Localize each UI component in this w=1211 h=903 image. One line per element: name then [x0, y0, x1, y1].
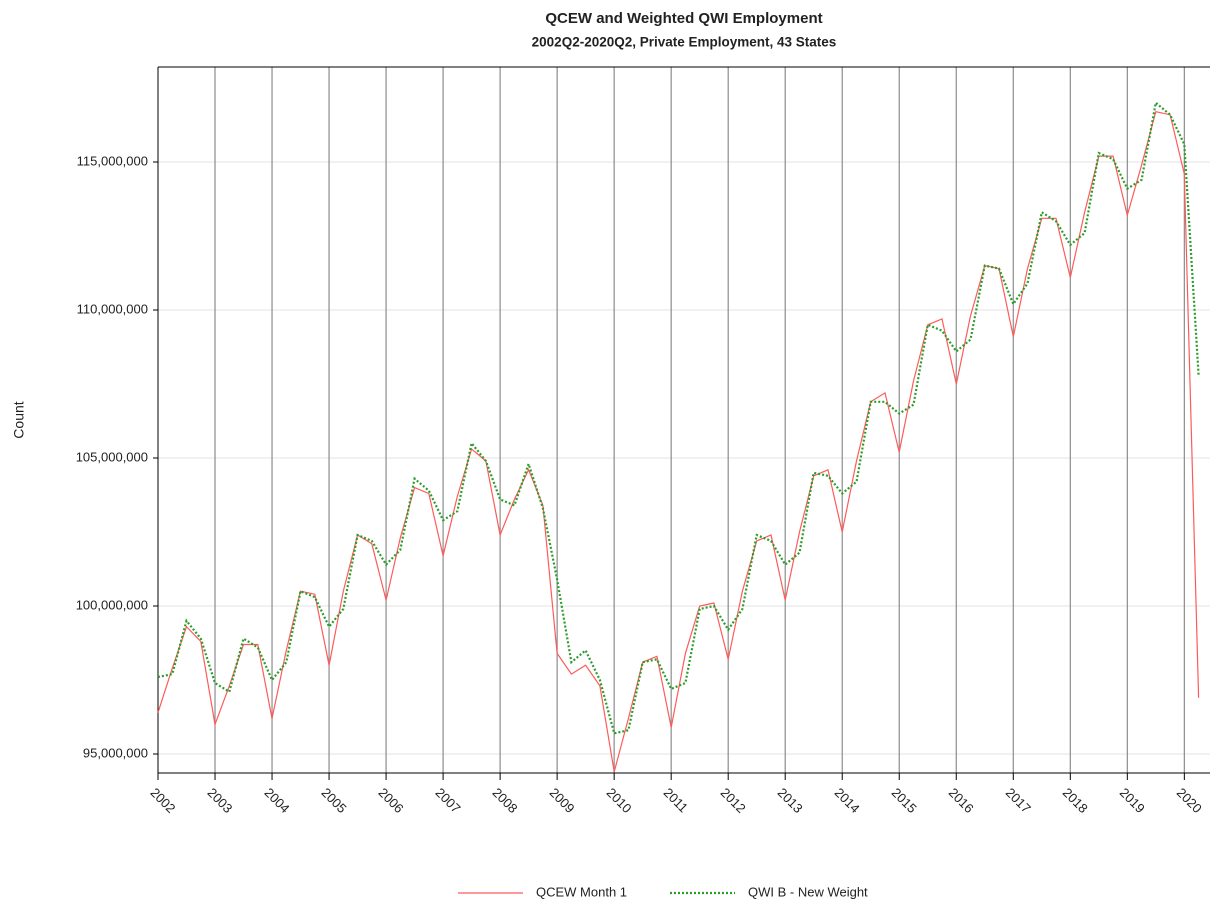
chart-subtitle: 2002Q2-2020Q2, Private Employment, 43 St… — [532, 35, 837, 50]
x-tick-label: 2011 — [661, 785, 691, 815]
x-tick-label: 2019 — [1117, 785, 1148, 816]
x-tick-label: 2003 — [204, 785, 235, 816]
y-axis-label: Count — [11, 401, 27, 438]
x-tick-label: 2016 — [946, 785, 977, 816]
series-line — [157, 100, 1200, 735]
y-tick-label: 110,000,000 — [77, 301, 148, 316]
x-tick-label: 2014 — [832, 785, 863, 816]
x-tick-label: 2018 — [1060, 785, 1091, 816]
x-tick-label: 2012 — [718, 785, 749, 816]
y-tick-label: 105,000,000 — [76, 449, 148, 464]
legend-label: QCEW Month 1 — [536, 884, 627, 899]
x-tick-label: 2009 — [547, 785, 578, 816]
y-tick-label: 100,000,000 — [76, 597, 148, 612]
x-tick-label: 2008 — [490, 785, 521, 816]
legend-label: QWI B - New Weight — [748, 884, 868, 899]
x-tick-label: 2015 — [889, 785, 920, 816]
series-line — [157, 110, 1200, 772]
y-tick-label: 115,000,000 — [77, 153, 148, 168]
x-tick-label: 2006 — [376, 785, 407, 816]
x-tick-label: 2002 — [147, 785, 178, 816]
x-tick-label: 2004 — [261, 785, 292, 816]
chart-title: QCEW and Weighted QWI Employment — [545, 10, 822, 27]
x-tick-label: 2010 — [604, 785, 635, 816]
x-tick-label: 2020 — [1174, 785, 1205, 816]
x-tick-label: 2017 — [1003, 785, 1034, 816]
x-tick-label: 2005 — [319, 785, 350, 816]
y-tick-label: 95,000,000 — [83, 745, 148, 760]
x-tick-label: 2013 — [775, 785, 806, 816]
x-tick-label: 2007 — [433, 785, 464, 816]
